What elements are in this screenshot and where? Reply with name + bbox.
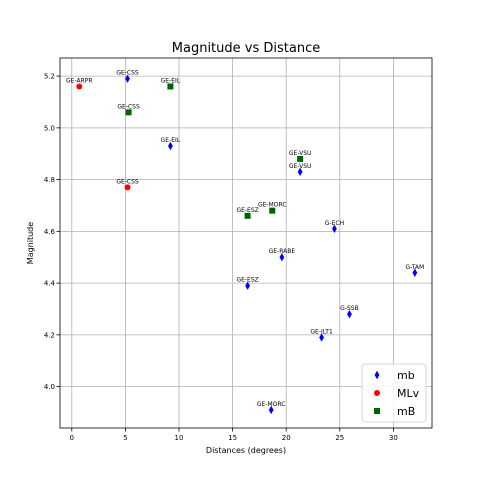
x-tick-label: 0 — [70, 434, 74, 442]
mb-data-point — [279, 253, 285, 262]
mb-data-point — [125, 74, 130, 83]
x-tick-label: 15 — [228, 434, 237, 442]
mb-data-point — [268, 405, 274, 415]
mb-data-point — [412, 268, 418, 277]
legend-label: mB — [397, 405, 415, 418]
x-tick-label: 5 — [123, 434, 127, 442]
legend-mB-marker — [374, 408, 380, 414]
mB-data-point — [167, 83, 174, 90]
point-label: GE-VSU — [289, 163, 312, 170]
data-points: GE-CSS GE-EIL GE-VSU G-ECH GE-RABE G-TAM GE-ES… — [66, 70, 424, 415]
MLv-data-point — [76, 83, 83, 90]
mB-data-point — [244, 212, 251, 219]
x-tick-label: 30 — [389, 434, 398, 442]
y-tick-label: 4.2 — [44, 331, 55, 339]
y-tick-label: 5.0 — [44, 124, 55, 132]
legend: mb MLv mB — [361, 363, 427, 423]
mB-data-point — [269, 207, 276, 214]
plot-frame — [59, 57, 433, 429]
point-label: GE-ARPR — [66, 77, 93, 84]
mb-data-point — [297, 167, 303, 177]
legend-MLv-marker — [374, 390, 380, 396]
y-tick-label: 4.8 — [44, 176, 55, 184]
point-label: GE-CSS — [117, 103, 140, 110]
legend-mb-marker — [374, 370, 380, 380]
point-label: GE-MORC — [258, 202, 287, 209]
point-label: GE-EIL — [161, 77, 181, 84]
chart-title: Magnitude vs Distance — [172, 41, 320, 56]
mb-data-point — [332, 224, 337, 233]
y-axis-label: Magnitude — [26, 222, 35, 264]
MLv-data-point — [124, 184, 131, 191]
mb-data-point — [245, 281, 251, 290]
point-label: GE-CSS — [116, 70, 139, 77]
point-label: G-SSB — [340, 305, 359, 312]
x-tick-label: 10 — [175, 434, 184, 442]
mb-data-point — [347, 309, 352, 319]
mB-data-point — [125, 109, 132, 116]
legend-box — [361, 363, 427, 423]
y-tick-label: 4.0 — [44, 383, 55, 391]
point-label: GE-ESZ — [236, 277, 258, 284]
mB-data-point — [297, 155, 304, 162]
point-label: G-TAM — [405, 264, 424, 271]
x-tick-label: 25 — [335, 434, 344, 442]
axis-ticks: 0 5 10 15 20 25 30 4.0 4.2 4.4 4.6 4.8 5.0 5.2 — [44, 73, 398, 442]
point-label: GE-ESZ — [236, 207, 258, 214]
mb-data-point — [168, 141, 173, 151]
point-label: G-ECH — [325, 220, 344, 227]
legend-label: MLv — [397, 387, 420, 400]
y-tick-label: 4.4 — [44, 280, 56, 288]
point-label: GE-EIL — [161, 137, 181, 144]
grid — [60, 58, 432, 428]
point-label: GE-RABE — [269, 248, 296, 255]
y-tick-label: 4.6 — [44, 228, 56, 236]
x-axis-label: Distances (degrees) — [206, 446, 286, 455]
x-tick-label: 20 — [282, 434, 291, 442]
point-label: GE-ILT1 — [310, 328, 333, 335]
y-tick-label: 5.2 — [44, 73, 55, 81]
point-label: GE-VSU — [289, 150, 312, 157]
point-label: GE-CSS — [116, 178, 139, 185]
mb-data-point — [319, 333, 324, 342]
legend-label: mb — [397, 369, 415, 382]
point-label: GE-MORC — [257, 401, 286, 408]
